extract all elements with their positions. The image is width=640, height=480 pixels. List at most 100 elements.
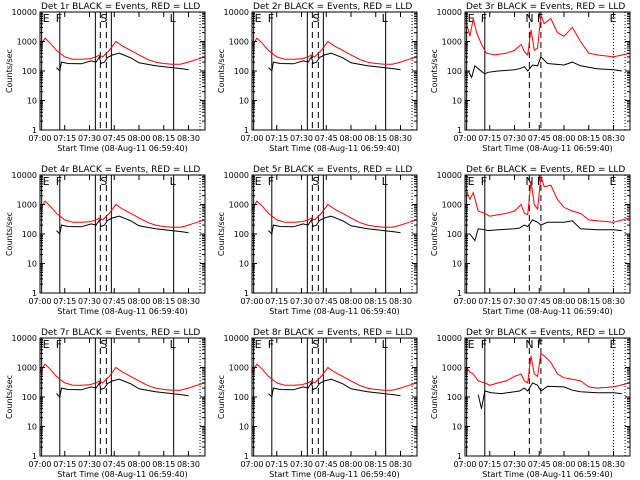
x-tick-label: 08:30 [177, 134, 200, 143]
x-tick-label: 08:00 [339, 460, 362, 469]
y-tick-label: 100 [447, 230, 462, 239]
x-tick-label: 08:15 [152, 297, 175, 306]
y-tick-label: 1 [457, 452, 462, 461]
marker-label: S [312, 175, 319, 188]
x-tick-label: 07:00 [28, 460, 51, 469]
marker-label: L [170, 338, 177, 351]
x-tick-label: 07:30 [503, 460, 526, 469]
marker-label: S [312, 12, 319, 25]
x-tick-label: 08:15 [577, 297, 600, 306]
x-tick-label: 07:15 [265, 134, 288, 143]
y-tick-label: 100 [447, 393, 462, 402]
x-tick-label: 07:00 [240, 134, 263, 143]
x-tick-label: 08:30 [602, 134, 625, 143]
x-tick-label: 08:30 [389, 460, 412, 469]
plot-frame [464, 11, 631, 131]
y-tick-label: 1000 [442, 38, 462, 47]
y-axis-label: Counts/sec [430, 375, 439, 419]
series-events-line [467, 55, 622, 79]
y-tick-label: 1000 [17, 201, 37, 210]
y-tick-label: 10000 [224, 8, 249, 17]
marker-label: F [268, 338, 274, 351]
chart-title: Det 3r BLACK = Events, RED = LLD [466, 2, 625, 12]
y-tick-label: 1 [244, 289, 249, 298]
x-tick-label: 07:00 [28, 297, 51, 306]
marker-label: S [100, 12, 107, 25]
plot-frame [251, 174, 418, 294]
series-lld-line [466, 176, 631, 223]
x-tick-label: 07:45 [315, 134, 338, 143]
x-tick-label: 07:30 [290, 460, 313, 469]
y-tick-label: 10000 [224, 171, 249, 180]
x-tick-label: 07:30 [503, 134, 526, 143]
chart-title: Det 5r BLACK = Events, RED = LLD [253, 165, 412, 175]
series-events-line [56, 378, 189, 399]
marker-label: E [468, 175, 475, 188]
x-tick-label: 07:15 [53, 134, 76, 143]
y-tick-label: 1 [32, 289, 37, 298]
y-tick-label: 1000 [229, 201, 249, 210]
series-events-line [268, 378, 401, 399]
x-tick-label: 07:15 [478, 297, 501, 306]
marker-label: E [43, 175, 50, 188]
x-tick-label: 07:00 [240, 297, 263, 306]
y-tick-label: 10 [27, 260, 37, 269]
x-tick-label: 07:45 [103, 134, 126, 143]
series-events-line [56, 52, 189, 73]
series-lld-line [251, 363, 418, 391]
x-axis-label: Start Time (08-Aug-11 06:59:40) [269, 470, 400, 479]
plot-frame [39, 337, 206, 457]
marker-label: E [255, 12, 262, 25]
x-tick-label: 08:30 [602, 297, 625, 306]
marker-label: N [525, 175, 533, 188]
x-axis-label: Start Time (08-Aug-11 06:59:40) [482, 144, 613, 153]
x-tick-label: 08:30 [602, 460, 625, 469]
y-tick-label: 1000 [229, 38, 249, 47]
x-axis-label: Start Time (08-Aug-11 06:59:40) [269, 144, 400, 153]
x-tick-label: 07:15 [478, 134, 501, 143]
x-tick-label: 07:15 [53, 297, 76, 306]
x-tick-label: 07:45 [528, 460, 551, 469]
y-tick-label: 10 [239, 260, 249, 269]
x-tick-label: 07:30 [290, 297, 313, 306]
marker-label: F [268, 12, 274, 25]
x-axis-label: Start Time (08-Aug-11 06:59:40) [57, 144, 188, 153]
marker-label: F [481, 175, 487, 188]
y-tick-label: 100 [22, 67, 37, 76]
x-axis-label: Start Time (08-Aug-11 06:59:40) [57, 470, 188, 479]
x-tick-label: 07:00 [28, 134, 51, 143]
x-tick-label: 07:45 [315, 297, 338, 306]
marker-label: E [468, 338, 475, 351]
plot-frame [464, 174, 631, 294]
x-tick-label: 08:00 [127, 134, 150, 143]
y-tick-label: 10 [27, 423, 37, 432]
marker-label: E [610, 12, 617, 25]
y-tick-label: 10000 [224, 334, 249, 343]
y-axis-label: Counts/sec [5, 212, 14, 256]
marker-label: E [255, 175, 262, 188]
x-tick-label: 07:15 [265, 297, 288, 306]
x-tick-label: 08:00 [552, 297, 575, 306]
marker-label: L [382, 12, 389, 25]
marker-label: E [255, 338, 262, 351]
marker-label: S [312, 338, 319, 351]
plot-frame [39, 174, 206, 294]
y-tick-label: 1 [457, 289, 462, 298]
y-axis-label: Counts/sec [5, 375, 14, 419]
y-tick-label: 10000 [12, 334, 37, 343]
series-events-line [477, 382, 622, 409]
plot-frame [39, 11, 206, 131]
x-tick-label: 08:30 [177, 460, 200, 469]
x-tick-label: 07:45 [103, 297, 126, 306]
y-axis-label: Counts/sec [430, 49, 439, 93]
x-tick-label: 08:00 [339, 297, 362, 306]
x-axis-label: Start Time (08-Aug-11 06:59:40) [269, 307, 400, 316]
y-tick-label: 10 [239, 423, 249, 432]
y-tick-label: 100 [22, 393, 37, 402]
x-tick-label: 07:00 [240, 460, 263, 469]
y-tick-label: 1000 [442, 201, 462, 210]
series-events-line [268, 215, 401, 236]
